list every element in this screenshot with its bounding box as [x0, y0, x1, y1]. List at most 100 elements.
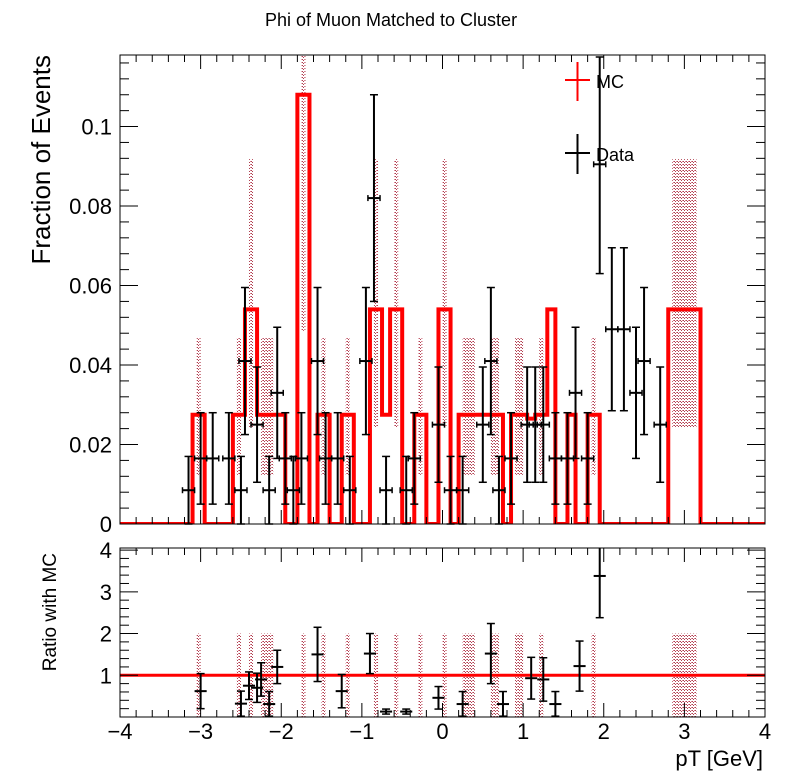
data-point	[359, 286, 373, 436]
ratio-point	[525, 656, 538, 700]
ratio-point	[456, 690, 469, 717]
ratio-point	[335, 673, 348, 709]
data-point	[234, 455, 248, 525]
data-point	[342, 455, 357, 525]
data-point	[548, 411, 563, 505]
ratio-points	[194, 548, 606, 717]
mc-band-bin	[418, 338, 423, 475]
ratio-point	[573, 640, 586, 692]
data-point	[294, 411, 309, 505]
main-panel: 0 0.02 0.04 0.06 0.08 0.1 Fraction of Events	[26, 54, 766, 537]
data-point	[330, 411, 345, 505]
main-y-tick-label: 0.06	[69, 274, 112, 299]
mc-band-bin	[672, 159, 697, 428]
data-point	[270, 326, 285, 460]
mc-band-bin	[196, 338, 201, 475]
ratio-point	[363, 632, 376, 675]
ratio-point	[234, 690, 247, 717]
x-tick-label: 0	[436, 719, 448, 744]
mc-band-bin	[236, 338, 241, 475]
x-tick-label: 1	[517, 719, 529, 744]
ratio-point	[194, 672, 207, 710]
main-y-tick-label: 0.04	[69, 353, 112, 378]
data-point	[222, 411, 236, 505]
data-point	[605, 247, 619, 412]
x-tick-label: −2	[269, 719, 294, 744]
data-point	[653, 366, 667, 484]
data-point	[443, 455, 458, 525]
main-y-tick-label: 0.1	[81, 115, 112, 140]
ratio-point	[593, 548, 606, 619]
ratio-point	[484, 622, 497, 685]
main-y-tick-label: 0.02	[69, 433, 112, 458]
data-point	[592, 56, 607, 275]
chart-title: Phi of Muon Matched to Cluster	[265, 10, 517, 30]
mc-band-bin	[539, 338, 544, 475]
ratio-y-tick-label: 3	[100, 580, 112, 605]
data-point	[205, 411, 220, 505]
main-y-tick-label: 0	[100, 512, 112, 537]
legend-data-label: Data	[596, 145, 635, 165]
data-points	[181, 56, 667, 525]
ratio-point	[311, 626, 324, 683]
mc-band-bin	[345, 338, 350, 475]
mc-band-bin	[490, 338, 499, 475]
data-point	[504, 411, 518, 505]
x-tick-label: 2	[598, 719, 610, 744]
x-tick-label: 3	[678, 719, 690, 744]
ratio-point	[251, 672, 264, 704]
ratio-point	[432, 685, 445, 710]
main-y-tick-label: 0.08	[69, 194, 112, 219]
ratio-point	[537, 656, 550, 702]
mc-band-bin	[515, 338, 524, 475]
mc-band-bin	[442, 159, 447, 428]
ratio-y-tick-label: 1	[100, 663, 112, 688]
data-point	[379, 455, 393, 525]
ratio-point	[263, 690, 276, 717]
x-tick-label: −1	[349, 719, 374, 744]
data-point	[629, 326, 643, 460]
data-point	[407, 411, 422, 505]
data-point	[455, 455, 470, 525]
mc-band-bin	[261, 338, 274, 475]
data-point	[238, 286, 252, 436]
data-point	[278, 411, 293, 505]
data-point	[528, 366, 543, 484]
ratio-point	[271, 649, 284, 685]
ratio-y-axis-label: Ratio with MC	[40, 553, 61, 671]
data-point	[431, 366, 446, 484]
ratio-point	[380, 708, 393, 715]
data-point	[476, 366, 490, 484]
ratio-point	[496, 690, 510, 717]
ratio-point	[242, 671, 256, 701]
x-tick-label: 4	[759, 719, 771, 744]
mc-band-bin	[373, 159, 379, 428]
ratio-point	[255, 662, 268, 697]
data-point	[310, 286, 325, 436]
data-point	[637, 286, 651, 436]
data-point	[367, 93, 381, 303]
ratio-y-tick-label: 2	[100, 622, 112, 647]
mc-band-bin	[591, 338, 596, 475]
data-point	[560, 411, 575, 505]
main-x-ticks	[119, 55, 766, 524]
data-point	[250, 366, 264, 484]
x-tick-label: −3	[188, 719, 213, 744]
legend-entry-mc: MC	[565, 62, 624, 101]
data-point	[580, 411, 595, 505]
main-y-axis: 0 0.02 0.04 0.06 0.08 0.1	[69, 62, 765, 537]
mc-band-bin	[248, 159, 254, 428]
mc-band-bin	[462, 338, 475, 475]
mc-band-bin	[321, 338, 326, 475]
mc-uncertainty-band	[196, 55, 697, 475]
ratio-y-tick-label: 4	[100, 538, 112, 563]
main-y-axis-label: Fraction of Events	[26, 55, 56, 265]
x-axis-label: pT [GeV]	[675, 746, 763, 771]
ratio-x-axis: −4 −3 −2 −1 0 1 2 3 4	[107, 548, 771, 744]
ratio-y-axis: 1 2 3 4	[100, 538, 765, 710]
legend-mc-label: MC	[596, 72, 624, 92]
ratio-panel: 1 2 3 4 −4 −3 −2 −1 0 1 2 3 4 Ratio with MC pT [GeV…	[40, 538, 771, 771]
legend-entry-data: Data	[565, 134, 635, 174]
x-tick-label: −4	[107, 719, 132, 744]
